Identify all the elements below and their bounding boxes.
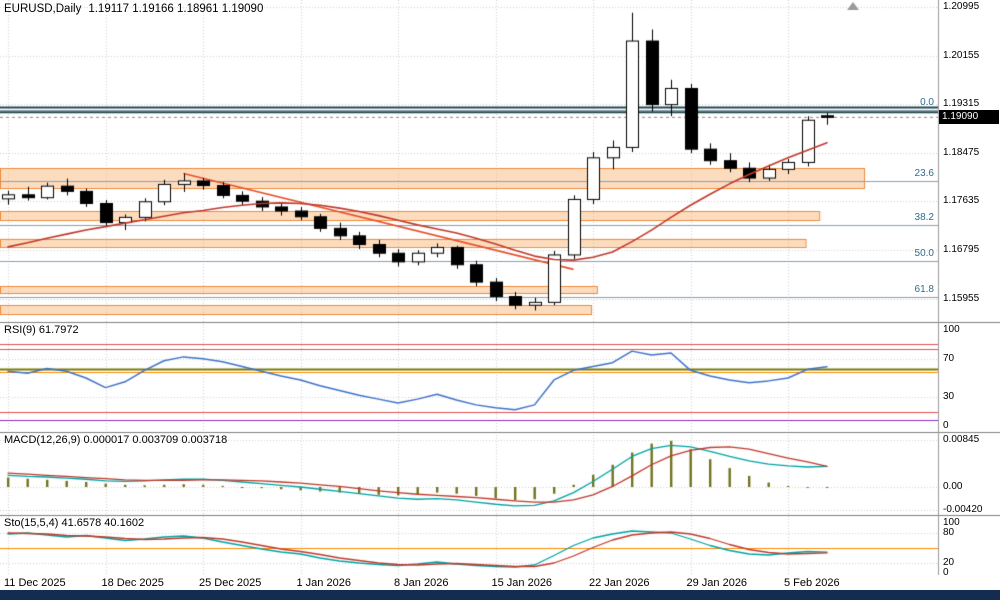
fib-level-label: 50.0 bbox=[914, 248, 934, 260]
price-axis-label: 1.19315 bbox=[943, 98, 980, 110]
current-price-box: 1.19090 bbox=[939, 110, 999, 125]
macd-axis-label: 0.00 bbox=[943, 481, 963, 493]
macd-axis-label: -0.00420 bbox=[943, 504, 983, 516]
rsi-axis-label: 0 bbox=[943, 420, 949, 431]
price-axis-label: 1.17635 bbox=[943, 195, 980, 207]
bottom-bar bbox=[0, 590, 1000, 600]
price-axis-label: 1.18475 bbox=[943, 146, 980, 158]
date-label: 15 Jan 2026 bbox=[491, 577, 553, 589]
date-label: 11 Dec 2025 bbox=[4, 577, 66, 589]
date-label: 5 Feb 2026 bbox=[784, 577, 840, 589]
stoch-axis-label: 0 bbox=[943, 567, 949, 578]
price-axis-label: 1.15955 bbox=[943, 292, 980, 304]
date-label: 29 Jan 2026 bbox=[686, 577, 748, 589]
price-axis-label: 1.16795 bbox=[943, 244, 980, 256]
stoch-axis-label: 20 bbox=[943, 557, 955, 568]
price-axis-label: 1.20155 bbox=[943, 49, 980, 61]
fib-level-label: 61.8 bbox=[914, 283, 934, 295]
date-label: 8 Jan 2026 bbox=[394, 577, 449, 589]
stoch-axis-label: 80 bbox=[943, 527, 955, 538]
time-axis[interactable] bbox=[0, 575, 1000, 590]
date-label: 22 Jan 2026 bbox=[589, 577, 650, 589]
macd-axis-label: 0.00845 bbox=[943, 434, 980, 445]
fib-level-label: 23.6 bbox=[914, 168, 934, 180]
date-label: 25 Dec 2025 bbox=[199, 577, 262, 589]
fib-level-label: 0.0 bbox=[920, 96, 934, 108]
date-label: 18 Dec 2025 bbox=[101, 577, 164, 589]
rsi-indicator-label: RSI(9) 61.7972 bbox=[4, 324, 79, 336]
chart-title: EURUSD,Daily 1.19117 1.19166 1.18961 1.19… bbox=[4, 3, 263, 15]
chart-canvas[interactable] bbox=[0, 0, 1000, 575]
rsi-axis-label: 100 bbox=[943, 324, 960, 335]
stoch-axis-label: 100 bbox=[943, 517, 960, 528]
price-axis-label: 1.20995 bbox=[943, 1, 980, 13]
ohlc-values: 1.19117 1.19166 1.18961 1.19090 bbox=[88, 3, 264, 15]
fib-level-label: 38.2 bbox=[914, 212, 934, 224]
rsi-axis-label: 30 bbox=[943, 391, 955, 403]
macd-indicator-label: MACD(12,26,9) 0.000017 0.003709 0.003718 bbox=[4, 434, 228, 446]
symbol-period-label: EURUSD,Daily bbox=[4, 3, 82, 15]
date-label: 1 Jan 2026 bbox=[296, 577, 351, 589]
rsi-axis-label: 70 bbox=[943, 352, 955, 364]
stoch-indicator-label: Sto(15,5,4) 41.6578 40.1602 bbox=[4, 517, 145, 529]
